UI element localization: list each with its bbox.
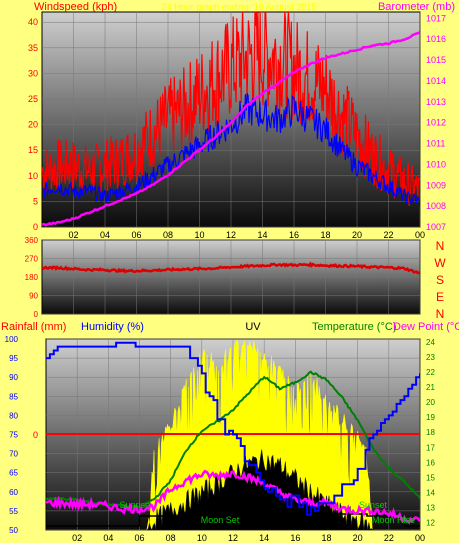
wind-direction-line	[42, 261, 420, 275]
humidity-y-tick: 95	[9, 354, 18, 363]
barometer-y-tick: 1009	[426, 180, 446, 190]
wind-x-tick: 02	[68, 230, 78, 240]
sun-moon-line	[46, 513, 420, 527]
wind-y-tick: 0	[33, 222, 38, 232]
direction-y-tick: 0	[34, 310, 39, 319]
humidity-y-tick: 60	[9, 488, 18, 497]
temperature-y-tick: 22	[426, 368, 435, 377]
wind-y-tick: 15	[28, 145, 38, 155]
temperature-y-tick: 20	[426, 398, 435, 407]
temperature-y-tick: 21	[426, 383, 435, 392]
compass-label: W	[434, 256, 446, 270]
wind-x-tick: 08	[163, 230, 173, 240]
barometer-y-tick: 1016	[426, 34, 446, 44]
temperature-y-tick: 15	[426, 473, 435, 482]
wind-x-tick: 14	[257, 230, 267, 240]
windspeed-axis-label: Windspeed (kph)	[34, 1, 117, 13]
humidity-y-tick: 80	[9, 411, 18, 420]
wind-y-tick: 30	[28, 68, 38, 78]
barometer-y-tick: 1012	[426, 118, 446, 128]
chart-title: 24 Hour graph ending: 16 August 2015	[162, 2, 317, 12]
compass-label: N	[436, 239, 445, 253]
compass-label: S	[436, 273, 444, 287]
event-label-moonrise: Moon Rise	[372, 515, 415, 525]
humidity-line	[46, 341, 420, 516]
dewpoint-line	[46, 469, 420, 525]
compass-label: E	[436, 290, 444, 304]
weather-x-tick: 20	[353, 533, 363, 543]
barometer-axis-label: Barometer (mb)	[378, 1, 455, 13]
humidity-y-tick: 50	[9, 526, 18, 535]
direction-y-tick: 270	[25, 255, 39, 264]
weather-x-tick: 22	[384, 533, 394, 543]
wind-x-tick: 12	[226, 230, 236, 240]
weather-x-tick: 02	[72, 533, 82, 543]
barometer-y-tick: 1013	[426, 97, 446, 107]
wind-x-tick: 22	[383, 230, 393, 240]
humidity-y-tick: 70	[9, 450, 18, 459]
temperature-y-tick: 17	[426, 443, 435, 452]
weather-x-tick: 10	[197, 533, 207, 543]
barometer-line	[42, 31, 420, 227]
direction-y-tick: 360	[25, 236, 39, 245]
temperature-y-tick: 19	[426, 413, 435, 422]
direction-y-tick: 180	[25, 273, 39, 282]
wind-y-tick: 35	[28, 43, 38, 53]
barometer-y-tick: 1015	[426, 55, 446, 65]
weather-x-tick: 14	[259, 533, 269, 543]
direction-y-tick: 90	[29, 292, 38, 301]
rainfall-zero-tick: 0	[33, 430, 38, 440]
temperature-y-tick: 23	[426, 353, 435, 362]
wind-x-tick: 20	[352, 230, 362, 240]
humidity-y-tick: 90	[9, 373, 18, 382]
temperature-y-tick: 14	[426, 488, 435, 497]
weather-x-tick: 16	[290, 533, 300, 543]
wind-y-tick: 40	[28, 17, 38, 27]
wind-x-tick: 10	[194, 230, 204, 240]
wind-x-tick: 16	[289, 230, 299, 240]
temperature-y-tick: 18	[426, 428, 435, 437]
barometer-y-tick: 1011	[426, 139, 445, 149]
event-label-sunrise: Sunrise	[120, 500, 151, 510]
barometer-y-tick: 1014	[426, 76, 446, 86]
temperature-y-tick: 16	[426, 458, 435, 467]
wind-y-tick: 25	[28, 94, 38, 104]
barometer-y-tick: 1007	[426, 222, 446, 232]
weather-x-tick: 08	[166, 533, 176, 543]
temperature-y-tick: 24	[426, 338, 435, 347]
temperature-y-tick: 13	[426, 503, 435, 512]
temperature-y-tick: 12	[426, 518, 435, 527]
compass-label: N	[436, 307, 445, 321]
barometer-y-tick: 1008	[426, 201, 446, 211]
wind-x-tick: 04	[100, 230, 110, 240]
humidity-y-tick: 85	[9, 392, 18, 401]
humidity-y-tick: 75	[9, 431, 18, 440]
wind-y-tick: 20	[28, 120, 38, 130]
humidity-axis-label: Humidity (%)	[81, 321, 144, 333]
wind-x-tick: 18	[320, 230, 330, 240]
rainfall-axis-label: Rainfall (mm)	[1, 321, 66, 333]
weather-x-tick: 18	[321, 533, 331, 543]
event-label-sunset: Sunset	[359, 500, 388, 510]
uv-axis-label: UV	[245, 321, 261, 333]
weather-x-tick: 00	[415, 533, 425, 543]
humidity-y-tick: 65	[9, 469, 18, 478]
humidity-y-tick: 55	[9, 507, 18, 516]
wind-y-tick: 10	[28, 171, 38, 181]
weather-x-tick: 12	[228, 533, 238, 543]
barometer-y-tick: 1010	[426, 159, 446, 169]
wind-gust-line	[42, 12, 420, 207]
wind-x-tick: 00	[415, 230, 425, 240]
wind-y-tick: 5	[33, 196, 38, 206]
event-label-moonset: Moon Set	[201, 515, 240, 525]
dewpoint-axis-label: Dew Point (°C)	[393, 321, 459, 333]
weather-x-tick: 06	[134, 533, 144, 543]
wind-x-tick: 06	[131, 230, 141, 240]
temperature-axis-label: Temperature (°C)	[312, 321, 396, 333]
humidity-y-tick: 100	[5, 335, 19, 344]
weather-x-tick: 04	[103, 533, 113, 543]
barometer-y-tick: 1017	[426, 13, 446, 23]
